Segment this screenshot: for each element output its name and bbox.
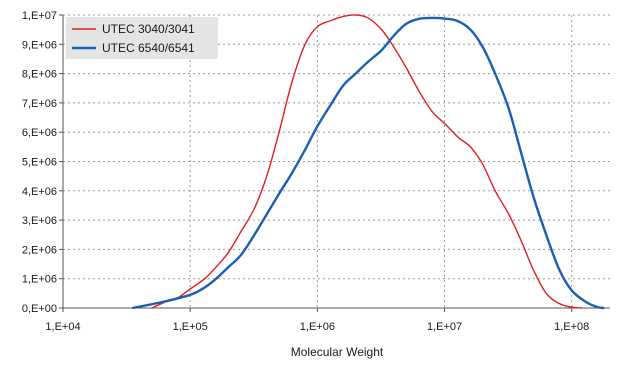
y-tick-label: 0,E+00 bbox=[22, 303, 57, 315]
x-tick-label: 1,E+04 bbox=[45, 321, 80, 333]
y-tick-label: 9,E+06 bbox=[22, 39, 57, 51]
y-tick-label: 4,E+06 bbox=[22, 186, 57, 198]
x-axis-title: Molecular Weight bbox=[291, 345, 384, 359]
x-tick-label: 1,E+07 bbox=[427, 321, 462, 333]
y-tick-label: 7,E+06 bbox=[22, 98, 57, 110]
x-tick-label: 1,E+06 bbox=[300, 321, 335, 333]
y-tick-label: 1,E+06 bbox=[22, 274, 57, 286]
y-tick-label: 2,E+06 bbox=[22, 244, 57, 256]
y-tick-label: 5,E+06 bbox=[22, 157, 57, 169]
y-tick-label: 3,E+06 bbox=[22, 215, 57, 227]
y-tick-label: 1,E+07 bbox=[22, 10, 57, 22]
x-tick-label: 1,E+05 bbox=[173, 321, 208, 333]
y-tick-label: 8,E+06 bbox=[22, 69, 57, 81]
x-tick-label: 1,E+08 bbox=[554, 321, 589, 333]
legend-label-1[interactable]: UTEC 3040/3041 bbox=[102, 22, 195, 36]
legend[interactable]: UTEC 3040/3041 UTEC 6540/6541 bbox=[66, 17, 218, 59]
y-tick-label: 6,E+06 bbox=[22, 127, 57, 139]
legend-label-2[interactable]: UTEC 6540/6541 bbox=[102, 41, 195, 55]
